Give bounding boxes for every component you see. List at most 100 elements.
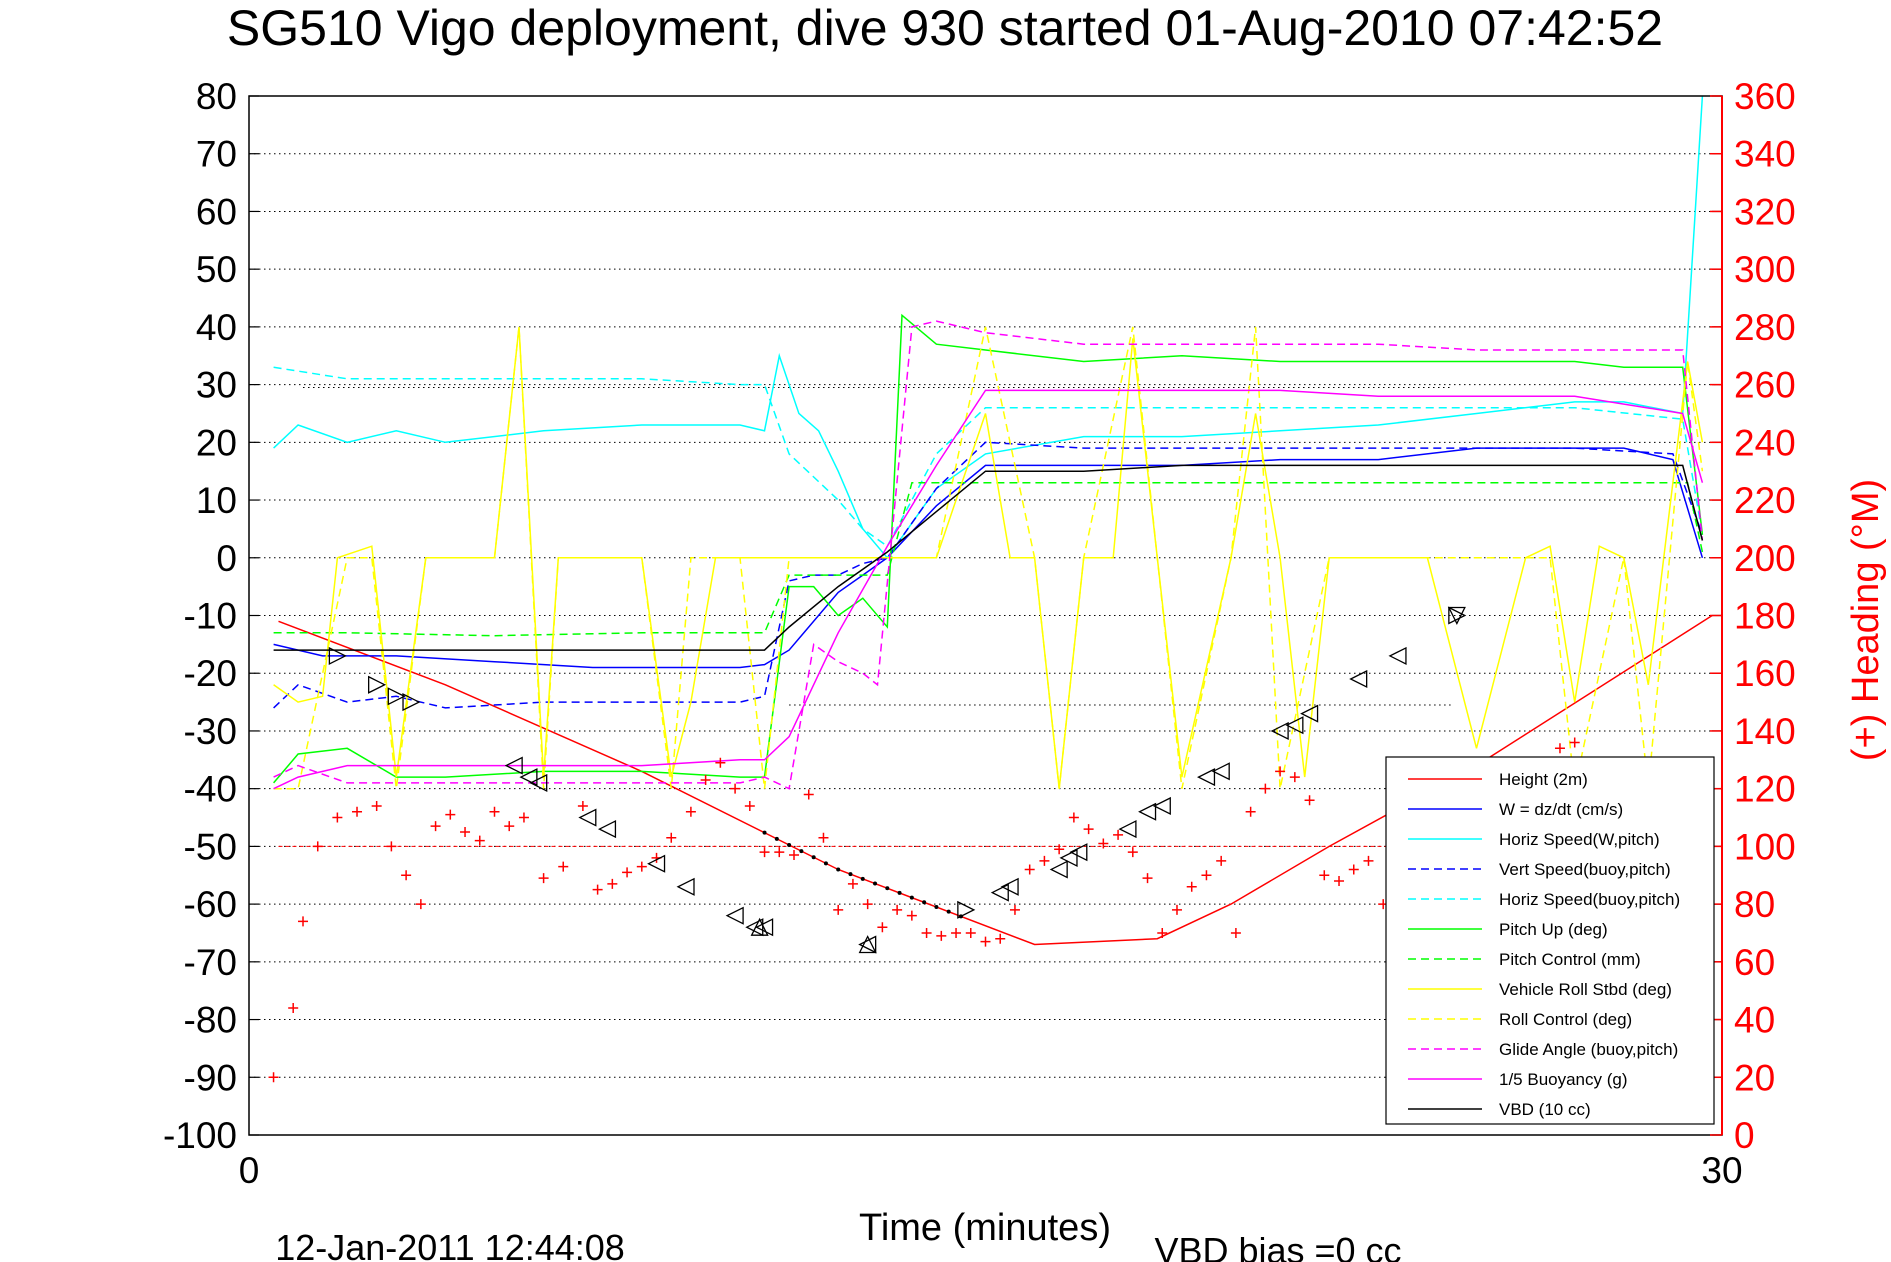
heading-point bbox=[833, 904, 844, 915]
y-tick-label: 70 bbox=[196, 134, 237, 175]
heading-point bbox=[995, 933, 1006, 944]
heading-point bbox=[1024, 864, 1035, 875]
heading-point bbox=[1260, 783, 1271, 794]
heading-point bbox=[715, 757, 726, 768]
triangle-marker bbox=[725, 906, 744, 925]
legend-label: Vert Speed(buoy,pitch) bbox=[1499, 860, 1671, 879]
y2-tick-label: 220 bbox=[1734, 480, 1796, 521]
heading-point bbox=[1245, 806, 1256, 817]
y2-tick-label: 320 bbox=[1734, 191, 1796, 232]
series-line bbox=[273, 326, 1704, 790]
triangle-marker bbox=[1059, 848, 1078, 867]
triangle-marker bbox=[1300, 704, 1319, 723]
trough-dot bbox=[823, 861, 828, 866]
heading-point bbox=[789, 850, 800, 861]
trough-dot bbox=[934, 904, 939, 909]
y2-tick-label: 80 bbox=[1734, 884, 1775, 925]
heading-point bbox=[636, 861, 647, 872]
y2-tick-label: 160 bbox=[1734, 653, 1796, 694]
heading-point bbox=[538, 873, 549, 884]
heading-point bbox=[1098, 838, 1109, 849]
y2-tick-label: 120 bbox=[1734, 769, 1796, 810]
triangle-marker bbox=[745, 918, 764, 937]
triangle-marker bbox=[529, 773, 548, 792]
triangle-marker bbox=[990, 883, 1009, 902]
y2-tick-label: 300 bbox=[1734, 249, 1796, 290]
heading-point bbox=[1334, 876, 1345, 887]
heading-point bbox=[592, 884, 603, 895]
legend-label: Pitch Up (deg) bbox=[1499, 920, 1608, 939]
legend-label: VBD (10 cc) bbox=[1499, 1100, 1591, 1119]
y-tick-label: 60 bbox=[196, 191, 237, 232]
legend-label: 1/5 Buoyancy (g) bbox=[1499, 1070, 1628, 1089]
heading-point bbox=[1554, 743, 1565, 754]
data-series bbox=[273, 95, 1713, 946]
left-axis-ticks: 80 70 60 50 40 30 20 10 0 -10 -20 -30 -40 -50 -60 -70 -8… bbox=[163, 76, 1722, 1156]
heading-point bbox=[1171, 904, 1182, 915]
y-tick-label: 20 bbox=[196, 422, 237, 463]
legend-label: W = dz/dt (cm/s) bbox=[1499, 800, 1623, 819]
heading-point bbox=[352, 806, 363, 817]
heading-point bbox=[744, 800, 755, 811]
y-tick-label: -60 bbox=[184, 884, 237, 925]
trough-dot bbox=[885, 886, 890, 891]
heading-point bbox=[685, 806, 696, 817]
heading-point bbox=[460, 826, 471, 837]
x-tick-label: 30 bbox=[1701, 1150, 1742, 1191]
heading-point bbox=[980, 936, 991, 947]
y-tick-label: -30 bbox=[184, 711, 237, 752]
heading-point bbox=[1142, 873, 1153, 884]
triangle-marker bbox=[755, 918, 774, 937]
trough-dot bbox=[811, 855, 816, 860]
heading-point bbox=[1113, 829, 1124, 840]
heading-point bbox=[504, 821, 515, 832]
heading-point bbox=[862, 899, 873, 910]
heading-point bbox=[936, 930, 947, 941]
trough-dot bbox=[799, 849, 804, 854]
triangle-marker bbox=[578, 808, 597, 827]
legend-label: Pitch Control (mm) bbox=[1499, 950, 1641, 969]
y-tick-label: 0 bbox=[216, 538, 237, 579]
heading-point bbox=[1319, 870, 1330, 881]
trough-dot bbox=[774, 836, 779, 841]
heading-point bbox=[1275, 766, 1286, 777]
series-line bbox=[273, 366, 1704, 548]
series-line bbox=[273, 320, 1704, 790]
heading-point bbox=[401, 870, 412, 881]
y-tick-label: -100 bbox=[163, 1115, 237, 1156]
y2-tick-label: 60 bbox=[1734, 942, 1775, 983]
y-tick-label: -50 bbox=[184, 826, 237, 867]
triangle-marker bbox=[1152, 796, 1171, 816]
triangle-marker bbox=[597, 820, 617, 839]
chart-title: SG510 Vigo deployment, dive 930 started … bbox=[227, 0, 1663, 56]
heading-point bbox=[1127, 847, 1138, 858]
heading-point bbox=[1039, 855, 1050, 866]
triangle-marker bbox=[647, 854, 666, 873]
series-line bbox=[273, 313, 1704, 784]
heading-point bbox=[1363, 855, 1374, 866]
heading-point bbox=[1157, 927, 1168, 938]
y2-tick-label: 180 bbox=[1734, 596, 1796, 637]
y2-tick-label: 240 bbox=[1734, 422, 1796, 463]
triangle-marker bbox=[1196, 768, 1216, 787]
triangle-marker bbox=[328, 646, 347, 665]
legend-box bbox=[1385, 756, 1715, 1125]
y2-tick-label: 100 bbox=[1734, 826, 1796, 867]
trough-dot bbox=[909, 895, 914, 900]
y2-tick-label: 280 bbox=[1734, 307, 1796, 348]
series-line bbox=[273, 95, 1704, 560]
y2-tick-label: 260 bbox=[1734, 365, 1796, 406]
triangle-marker bbox=[1138, 802, 1157, 821]
triangle-marker bbox=[1285, 716, 1304, 735]
heading-point bbox=[1289, 772, 1300, 783]
heading-point bbox=[818, 832, 829, 843]
triangle-marker bbox=[402, 693, 421, 712]
heading-point bbox=[666, 832, 677, 843]
triangle-markers bbox=[328, 606, 1467, 954]
legend-label: Horiz Speed(buoy,pitch) bbox=[1499, 890, 1680, 909]
heading-point bbox=[558, 861, 569, 872]
legend-label: Horiz Speed(W,pitch) bbox=[1499, 830, 1660, 849]
triangle-marker bbox=[957, 900, 976, 919]
trough-dot bbox=[836, 867, 841, 872]
